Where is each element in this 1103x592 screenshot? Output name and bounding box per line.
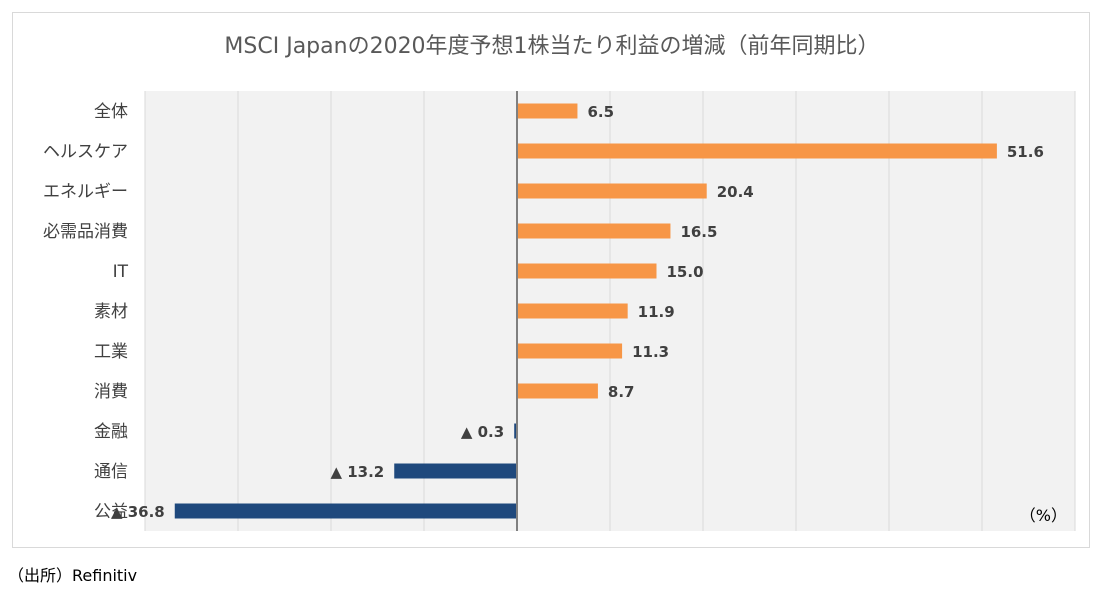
bar [517,303,628,319]
category-label: 公益 [94,502,128,522]
category-label: 全体 [94,102,128,122]
bar [517,223,671,239]
value-labels: 6.5 51.6 20.4 16.5 15.0 11.9 11.3 8.7 ▲ 0.3 ▲ 13.… [111,103,1044,521]
bar [517,103,578,119]
bar [394,463,517,479]
category-label: 消費 [94,382,128,402]
value-label: ▲ 13.2 [330,463,384,481]
category-label: 素材 [94,302,128,322]
category-label: 通信 [94,462,128,482]
unit-label: （%） [1020,506,1067,525]
bar [514,423,517,439]
source-note: （出所）Refinitiv [8,566,138,585]
value-label: 16.5 [680,223,717,241]
category-label: ヘルスケア [43,142,128,162]
value-label: 11.9 [638,303,675,321]
chart: MSCI Japanの2020年度予想1株当たり利益の増減（前年同期比） 全体ヘ… [43,34,1076,531]
value-label: 51.6 [1007,143,1044,161]
value-label: 11.3 [632,343,669,361]
chart-title: MSCI Japanの2020年度予想1株当たり利益の増減（前年同期比） [224,34,879,59]
bar [517,263,657,279]
category-label: IT [113,262,129,282]
value-label: 20.4 [717,183,754,201]
category-label: 金融 [94,422,128,442]
bar [517,143,997,159]
value-label: 6.5 [587,103,614,121]
category-label: エネルギー [43,182,128,202]
value-label: ▲ 0.3 [461,423,504,441]
bar [517,383,598,399]
category-label: 必需品消費 [43,222,128,242]
value-label: 15.0 [667,263,704,281]
chart-frame: MSCI Japanの2020年度予想1株当たり利益の増減（前年同期比） 全体ヘ… [12,12,1090,548]
bar [174,503,517,519]
bars [174,103,997,519]
grid-lines [144,91,1076,531]
bar [517,343,623,359]
value-label: ▲ 36.8 [111,503,165,521]
value-label: 8.7 [608,383,635,401]
bar [517,183,707,199]
category-label: 工業 [94,342,128,362]
